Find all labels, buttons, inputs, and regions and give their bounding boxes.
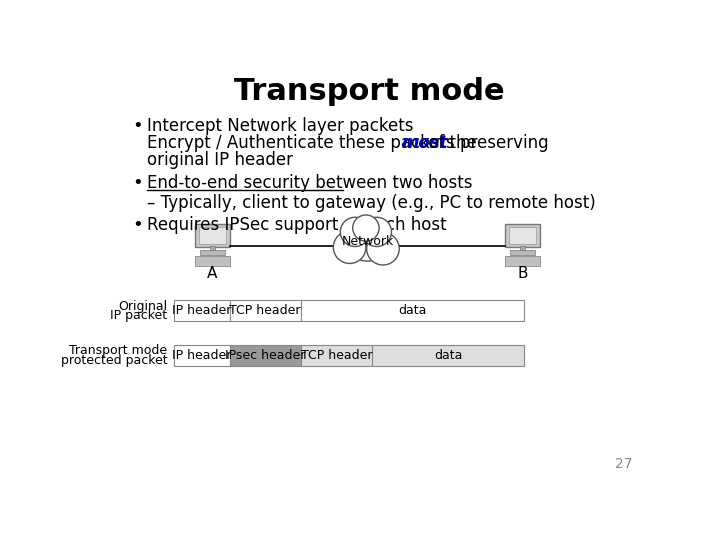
FancyBboxPatch shape bbox=[195, 256, 230, 266]
Circle shape bbox=[362, 217, 392, 247]
Text: TCP header: TCP header bbox=[301, 349, 372, 362]
Circle shape bbox=[353, 215, 379, 241]
Text: Transport mode: Transport mode bbox=[234, 77, 504, 106]
Circle shape bbox=[341, 217, 370, 247]
Text: A: A bbox=[207, 266, 217, 281]
Text: Requires IPSec support at each host: Requires IPSec support at each host bbox=[147, 216, 446, 234]
Text: Intercept Network layer packets: Intercept Network layer packets bbox=[147, 117, 413, 136]
Text: – Typically, client to gateway (e.g., PC to remote host): – Typically, client to gateway (e.g., PC… bbox=[147, 194, 595, 212]
FancyBboxPatch shape bbox=[230, 345, 301, 366]
Text: B: B bbox=[517, 266, 528, 281]
FancyBboxPatch shape bbox=[505, 224, 539, 247]
Text: of the: of the bbox=[423, 134, 477, 152]
Circle shape bbox=[346, 220, 388, 261]
Text: End-to-end security between two hosts: End-to-end security between two hosts bbox=[147, 174, 472, 192]
Text: •: • bbox=[132, 216, 143, 234]
Text: original IP header: original IP header bbox=[147, 151, 292, 169]
FancyBboxPatch shape bbox=[200, 249, 225, 255]
FancyBboxPatch shape bbox=[510, 249, 535, 255]
FancyBboxPatch shape bbox=[301, 300, 524, 321]
Text: IP packet: IP packet bbox=[110, 309, 168, 322]
FancyBboxPatch shape bbox=[301, 345, 372, 366]
FancyBboxPatch shape bbox=[230, 300, 301, 321]
FancyBboxPatch shape bbox=[174, 345, 230, 366]
FancyBboxPatch shape bbox=[199, 227, 225, 244]
FancyBboxPatch shape bbox=[174, 300, 230, 321]
Text: protected packet: protected packet bbox=[61, 354, 168, 367]
Text: TCP header: TCP header bbox=[230, 305, 301, 318]
Text: 27: 27 bbox=[615, 457, 632, 471]
Text: •: • bbox=[132, 174, 143, 192]
FancyBboxPatch shape bbox=[505, 256, 539, 266]
FancyBboxPatch shape bbox=[509, 227, 536, 244]
Text: Network: Network bbox=[341, 234, 394, 248]
Circle shape bbox=[366, 233, 399, 265]
FancyBboxPatch shape bbox=[372, 345, 524, 366]
Text: IP header: IP header bbox=[172, 305, 231, 318]
Text: Encrypt / Authenticate these packets preserving: Encrypt / Authenticate these packets pre… bbox=[147, 134, 554, 152]
Text: •: • bbox=[132, 117, 143, 136]
FancyBboxPatch shape bbox=[195, 224, 230, 247]
Text: data: data bbox=[434, 349, 462, 362]
Text: Transport mode: Transport mode bbox=[69, 345, 168, 357]
Text: IPsec header: IPsec header bbox=[225, 349, 305, 362]
Circle shape bbox=[333, 231, 366, 264]
FancyBboxPatch shape bbox=[210, 246, 215, 251]
Text: most: most bbox=[401, 134, 448, 152]
Text: Original: Original bbox=[118, 300, 168, 313]
Text: IP header: IP header bbox=[172, 349, 231, 362]
FancyBboxPatch shape bbox=[520, 246, 525, 251]
Text: data: data bbox=[398, 305, 426, 318]
